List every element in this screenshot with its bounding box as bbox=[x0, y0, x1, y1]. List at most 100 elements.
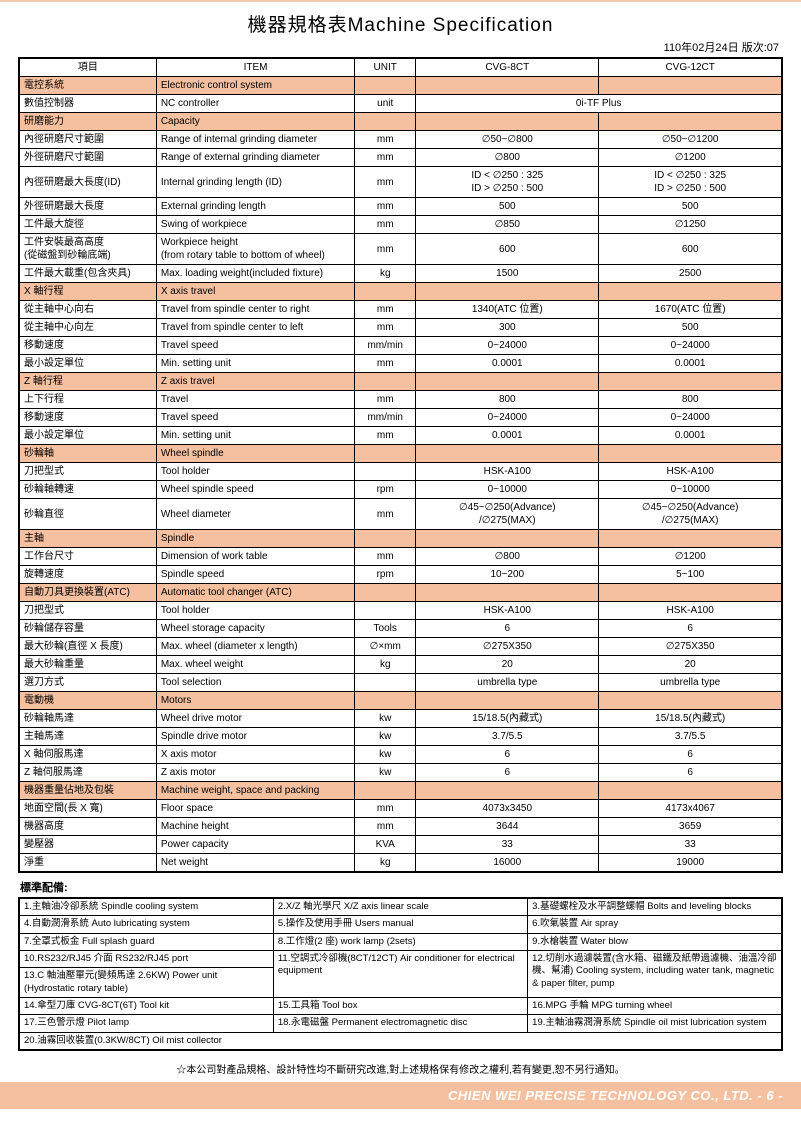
cell-value-2: 0~24000 bbox=[599, 409, 782, 427]
section-en: Automatic tool changer (ATC) bbox=[156, 584, 354, 602]
acc-row: 20.油霧回收裝置(0.3KW/8CT) Oil mist collector bbox=[19, 1032, 782, 1050]
cell-unit: kg bbox=[355, 854, 416, 873]
cell-zh: 最大砂輪(直徑 X 長度) bbox=[19, 638, 156, 656]
cell-value-2: ∅1200 bbox=[599, 548, 782, 566]
table-row: 內徑研磨尺寸範圍Range of internal grinding diame… bbox=[19, 131, 782, 149]
cell-value-2: 4173x4067 bbox=[599, 800, 782, 818]
table-row: 地面空間(長 X 寬)Floor spacemm4073x34504173x40… bbox=[19, 800, 782, 818]
cell-en: Tool holder bbox=[156, 602, 354, 620]
cell-zh: X 軸伺服馬達 bbox=[19, 746, 156, 764]
cell-unit: kw bbox=[355, 746, 416, 764]
section-row: Z 軸行程Z axis travel bbox=[19, 373, 782, 391]
cell-unit: unit bbox=[355, 95, 416, 113]
cell-value-1: 0~24000 bbox=[416, 409, 599, 427]
cell-en: NC controller bbox=[156, 95, 354, 113]
table-row: 移動速度Travel speedmm/min0~240000~24000 bbox=[19, 409, 782, 427]
cell-value-2: HSK-A100 bbox=[599, 463, 782, 481]
cell-en: Wheel spindle speed bbox=[156, 481, 354, 499]
cell-zh: 數值控制器 bbox=[19, 95, 156, 113]
cell-zh: 地面空間(長 X 寬) bbox=[19, 800, 156, 818]
acc-cell: 11.空調式冷卻機(8CT/12CT) Air conditioner for … bbox=[273, 951, 527, 998]
cell-zh: 外徑研磨最大長度 bbox=[19, 198, 156, 216]
table-row: 最大砂輪(直徑 X 長度)Max. wheel (diameter x leng… bbox=[19, 638, 782, 656]
cell-zh: 內徑研磨尺寸範圍 bbox=[19, 131, 156, 149]
acc-cell: 2.X/Z 軸光學尺 X/Z axis linear scale bbox=[273, 898, 527, 916]
table-row: 最大砂輪重量Max. wheel weightkg2020 bbox=[19, 656, 782, 674]
page-footer: CHIEN WEI PRECISE TECHNOLOGY CO., LTD. -… bbox=[0, 1082, 801, 1109]
cell-value-2: ∅45~∅250(Advance) /∅275(MAX) bbox=[599, 499, 782, 530]
cell-unit: ∅×mm bbox=[355, 638, 416, 656]
cell-en: Wheel drive motor bbox=[156, 710, 354, 728]
cell-value-1: 15/18.5(內藏式) bbox=[416, 710, 599, 728]
cell-unit: mm/min bbox=[355, 409, 416, 427]
table-row: 外徑研磨尺寸範圍Range of external grinding diame… bbox=[19, 149, 782, 167]
cell-unit: rpm bbox=[355, 566, 416, 584]
cell-zh: 機器高度 bbox=[19, 818, 156, 836]
cell-zh: 砂輪儲存容量 bbox=[19, 620, 156, 638]
footnote: ☆本公司對產品規格、設計特性均不斷研究改進,對上述規格保有修改之權利,若有變更,… bbox=[18, 1061, 783, 1076]
cell-value-1: 20 bbox=[416, 656, 599, 674]
header-unit: UNIT bbox=[355, 58, 416, 77]
cell-en: Net weight bbox=[156, 854, 354, 873]
table-row: 移動速度Travel speedmm/min0~240000~24000 bbox=[19, 337, 782, 355]
header-row: 項目 ITEM UNIT CVG-8CT CVG-12CT bbox=[19, 58, 782, 77]
table-row: 工件最大載重(包含夾具)Max. loading weight(included… bbox=[19, 265, 782, 283]
cell-value-2: 0~10000 bbox=[599, 481, 782, 499]
cell-en: Wheel diameter bbox=[156, 499, 354, 530]
table-row: 工作台尺寸Dimension of work tablemm∅800∅1200 bbox=[19, 548, 782, 566]
cell-zh: 最大砂輪重量 bbox=[19, 656, 156, 674]
cell-en: Tool holder bbox=[156, 463, 354, 481]
cell-zh: 旋轉速度 bbox=[19, 566, 156, 584]
cell-value-1: ID < ∅250 : 325 ID > ∅250 : 500 bbox=[416, 167, 599, 198]
cell-value-2: 6 bbox=[599, 764, 782, 782]
cell-zh: 上下行程 bbox=[19, 391, 156, 409]
cell-unit: mm bbox=[355, 131, 416, 149]
section-row: 機器重量佔地及包裝Machine weight, space and packi… bbox=[19, 782, 782, 800]
cell-zh: 淨重 bbox=[19, 854, 156, 873]
cell-value-2: ∅50~∅1200 bbox=[599, 131, 782, 149]
acc-row: 17.三色警示燈 Pilot lamp18.永電磁盤 Permanent ele… bbox=[19, 1015, 782, 1032]
cell-value-2: 33 bbox=[599, 836, 782, 854]
cell-unit: mm bbox=[355, 167, 416, 198]
table-row: 旋轉速度Spindle speedrpm10~2005~100 bbox=[19, 566, 782, 584]
cell-en: Travel speed bbox=[156, 337, 354, 355]
table-row: 工件最大旋徑Swing of workpiecemm∅850∅1250 bbox=[19, 216, 782, 234]
section-row: 自動刀具更換裝置(ATC)Automatic tool changer (ATC… bbox=[19, 584, 782, 602]
acc-cell: 3.基礎螺栓及水平調整螺帽 Bolts and leveling blocks bbox=[528, 898, 782, 916]
cell-unit bbox=[355, 463, 416, 481]
cell-value-1: 300 bbox=[416, 319, 599, 337]
cell-zh: 從主軸中心向左 bbox=[19, 319, 156, 337]
acc-cell: 13.C 軸油壓單元(變頻馬達 2.6KW) Power unit (Hydro… bbox=[19, 968, 273, 998]
cell-value-1: 4073x3450 bbox=[416, 800, 599, 818]
section-en: Motors bbox=[156, 692, 354, 710]
cell-value-1: 16000 bbox=[416, 854, 599, 873]
cell-unit: kg bbox=[355, 656, 416, 674]
section-row: 電控系統Electronic control system bbox=[19, 77, 782, 95]
table-row: 變壓器Power capacityKVA3333 bbox=[19, 836, 782, 854]
cell-value-1: 0.0001 bbox=[416, 355, 599, 373]
cell-value-2: 15/18.5(內藏式) bbox=[599, 710, 782, 728]
cell-value-1: 1500 bbox=[416, 265, 599, 283]
cell-unit: mm bbox=[355, 800, 416, 818]
cell-value-2: 5~100 bbox=[599, 566, 782, 584]
cell-en: Min. setting unit bbox=[156, 427, 354, 445]
table-row: 淨重Net weightkg1600019000 bbox=[19, 854, 782, 873]
cell-unit: kw bbox=[355, 710, 416, 728]
cell-en: Machine height bbox=[156, 818, 354, 836]
cell-value-1: ∅50~∅800 bbox=[416, 131, 599, 149]
acc-cell: 20.油霧回收裝置(0.3KW/8CT) Oil mist collector bbox=[19, 1032, 782, 1050]
cell-en: Range of internal grinding diameter bbox=[156, 131, 354, 149]
cell-unit: kg bbox=[355, 265, 416, 283]
header-item-zh: 項目 bbox=[19, 58, 156, 77]
section-zh: 主軸 bbox=[19, 530, 156, 548]
acc-cell: 6.吹氣裝置 Air spray bbox=[528, 916, 782, 933]
acc-cell: 12.切削水過濾裝置(含水箱、磁鐵及紙帶過濾機、油溫冷卻機、幫浦) Coolin… bbox=[528, 951, 782, 998]
cell-zh: 刀把型式 bbox=[19, 602, 156, 620]
section-en: X axis travel bbox=[156, 283, 354, 301]
cell-value-1: ∅850 bbox=[416, 216, 599, 234]
acc-cell: 7.全罩式板金 Full splash guard bbox=[19, 933, 273, 950]
table-row: 從主軸中心向右Travel from spindle center to rig… bbox=[19, 301, 782, 319]
section-zh: 自動刀具更換裝置(ATC) bbox=[19, 584, 156, 602]
cell-en: Max. wheel (diameter x length) bbox=[156, 638, 354, 656]
acc-row: 7.全罩式板金 Full splash guard8.工作燈(2 座) work… bbox=[19, 933, 782, 950]
